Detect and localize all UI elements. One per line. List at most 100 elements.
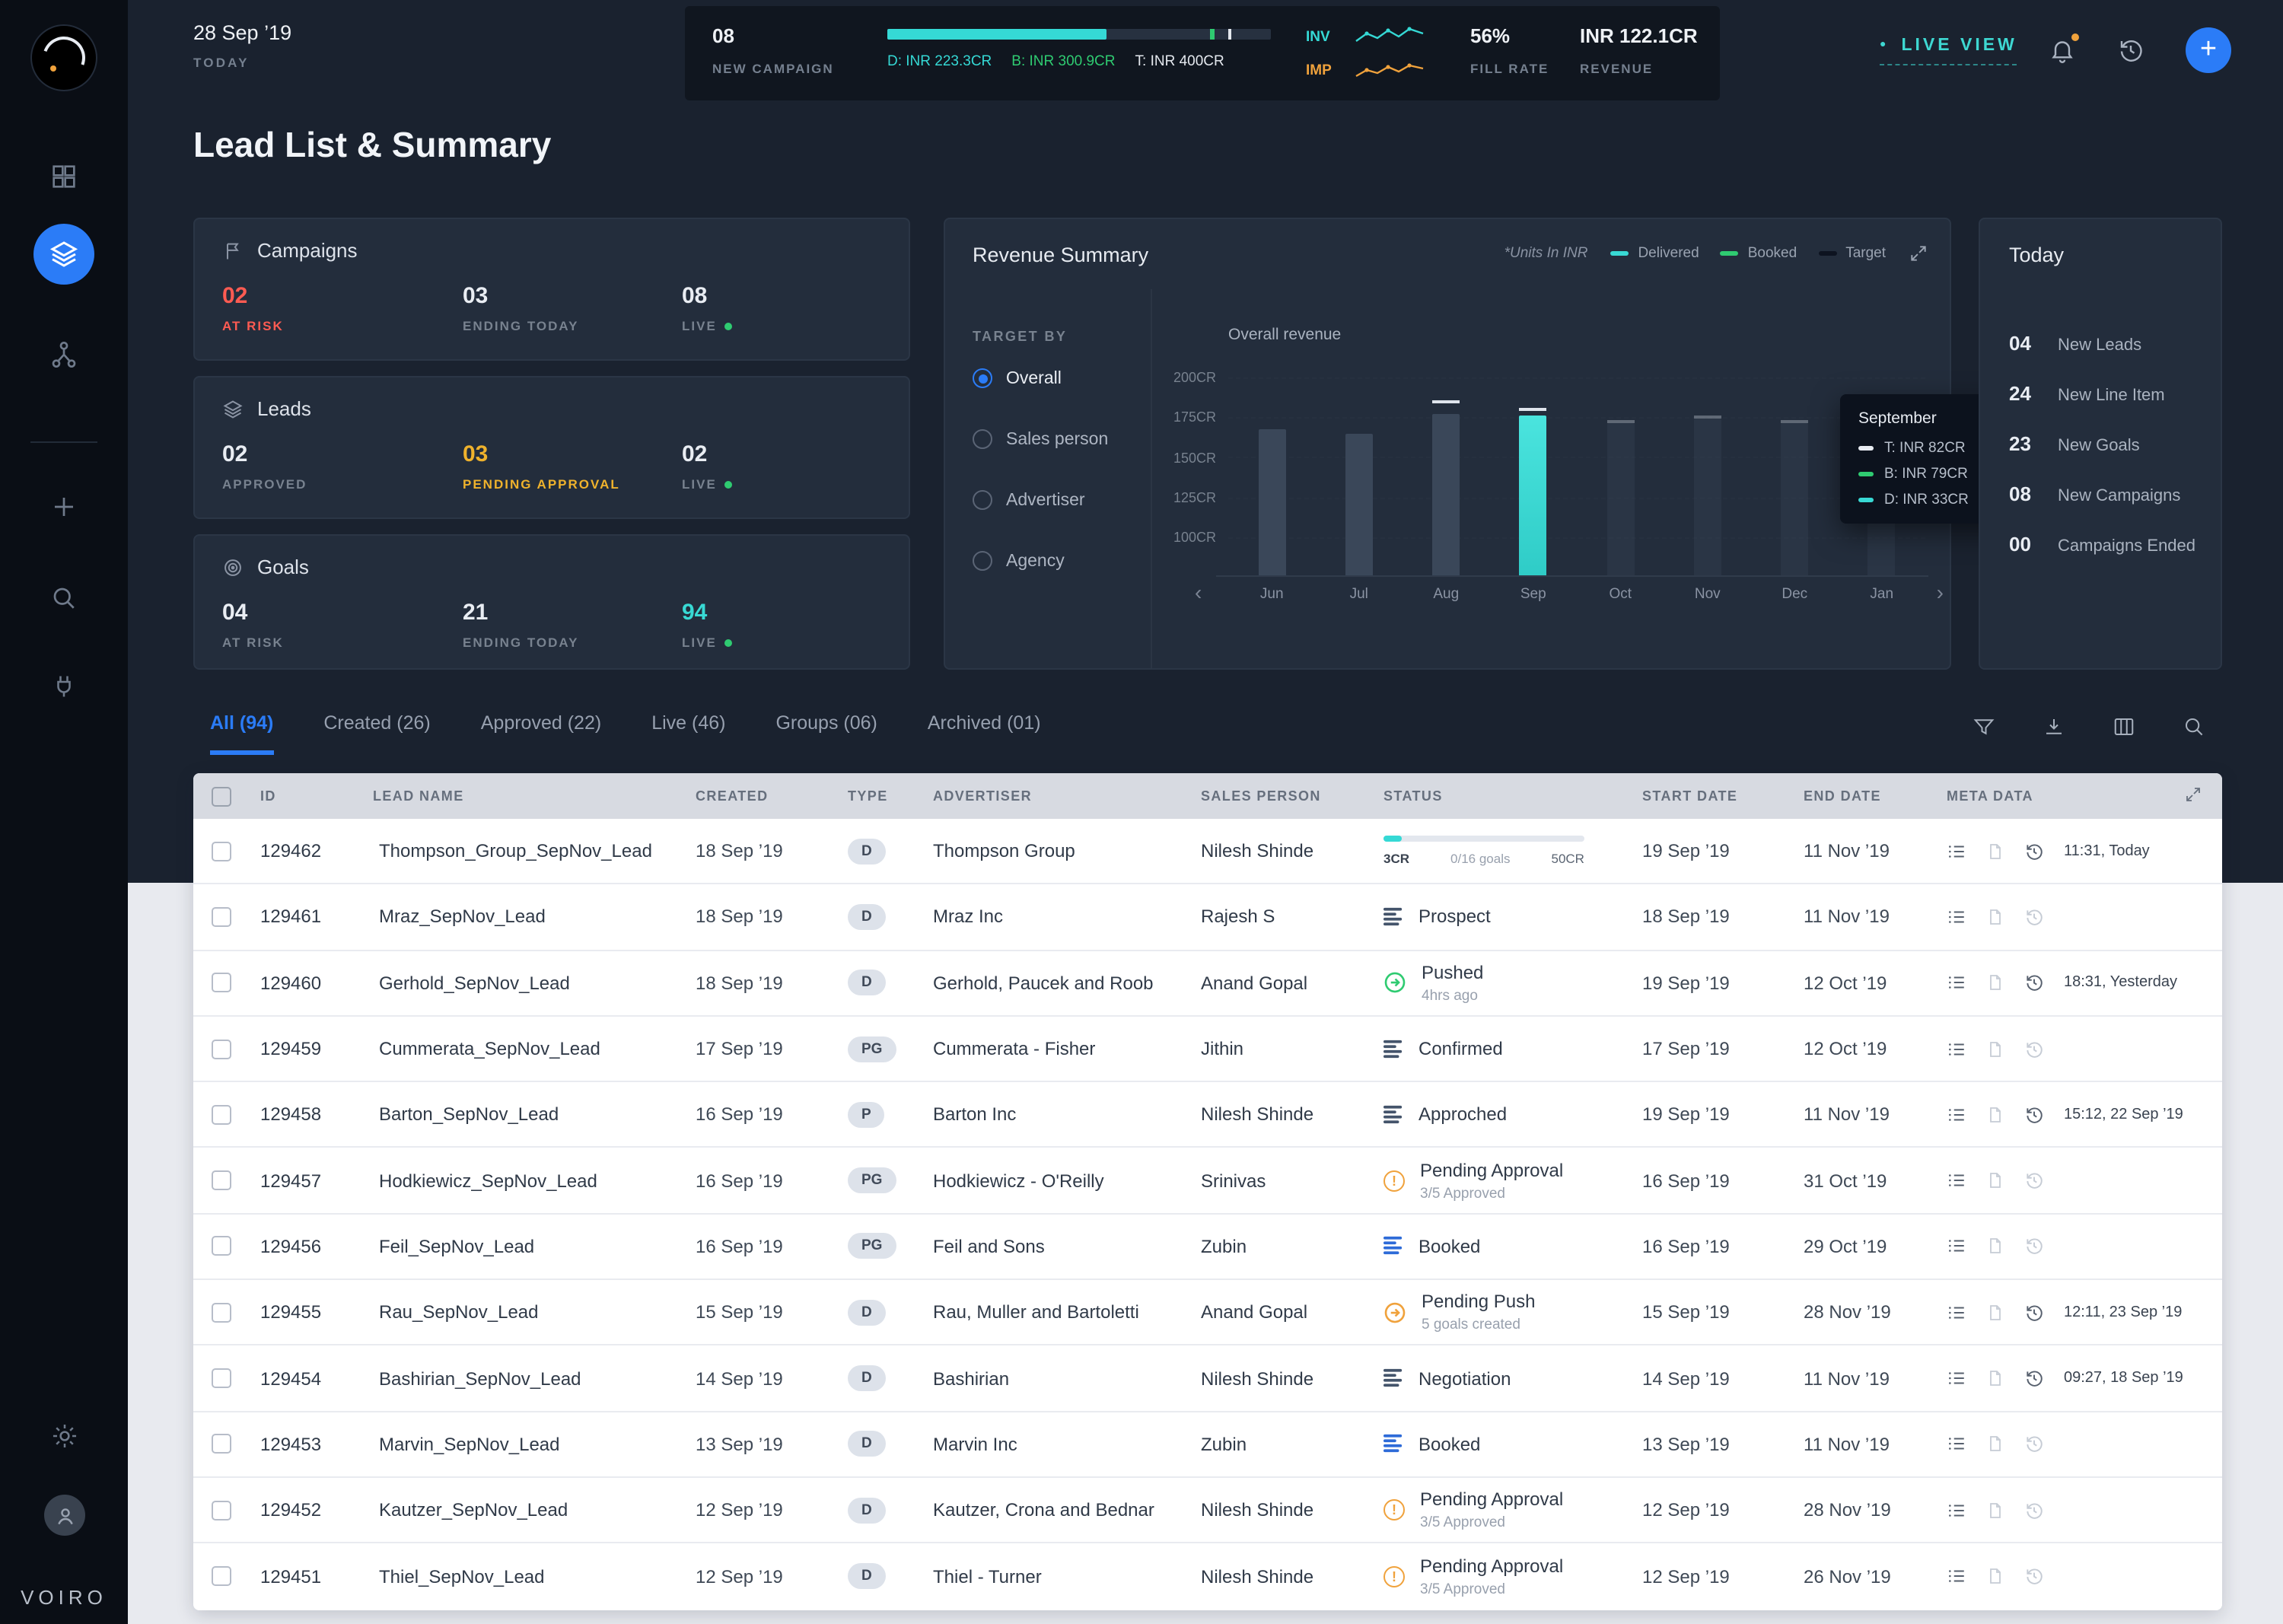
meta-document-icon[interactable] [1986, 1039, 2004, 1059]
chart-bar-column[interactable] [1228, 377, 1316, 575]
lead-name[interactable]: Gerhold_SepNov_Lead [379, 972, 570, 994]
tab[interactable]: Archived (01) [927, 712, 1041, 734]
columns-icon[interactable] [2113, 715, 2135, 738]
search-icon[interactable] [32, 566, 96, 630]
column-header[interactable]: ADVERTISER [933, 788, 1033, 804]
table-row[interactable]: 129461 Mraz_SepNov_Lead 18 Sep ’19 D Mra… [193, 884, 2222, 951]
meta-list-icon[interactable] [1947, 841, 1966, 861]
tab[interactable]: Created (26) [323, 712, 431, 734]
column-header[interactable]: ID [260, 788, 276, 804]
target-by-radio[interactable]: Agency [973, 551, 1108, 571]
meta-history-icon[interactable] [2024, 1237, 2044, 1256]
row-checkbox[interactable] [211, 973, 231, 993]
lead-name[interactable]: Bashirian_SepNov_Lead [379, 1368, 581, 1390]
lead-name[interactable]: Cummerata_SepNov_Lead [379, 1038, 600, 1060]
table-row[interactable]: 129460 Gerhold_SepNov_Lead 18 Sep ’19 D … [193, 951, 2222, 1017]
tab[interactable]: All (94) [210, 712, 274, 755]
target-by-radio[interactable]: Sales person [973, 429, 1108, 449]
row-checkbox[interactable] [211, 1566, 231, 1587]
meta-document-icon[interactable] [1986, 1237, 2004, 1256]
meta-list-icon[interactable] [1947, 1500, 1966, 1520]
table-expand-icon[interactable] [2184, 785, 2202, 804]
today-item[interactable]: 04 New Leads [2009, 332, 2211, 355]
meta-history-icon[interactable] [2024, 1039, 2044, 1059]
today-item[interactable]: 24 New Line Item [2009, 382, 2211, 405]
voiro-logo-icon[interactable] [30, 24, 97, 91]
lead-name[interactable]: Hodkiewicz_SepNov_Lead [379, 1170, 597, 1192]
hierarchy-icon[interactable] [32, 323, 96, 387]
meta-document-icon[interactable] [1986, 1500, 2004, 1520]
column-header[interactable]: TYPE [848, 788, 888, 804]
filter-icon[interactable] [1973, 715, 1995, 738]
meta-document-icon[interactable] [1986, 973, 2004, 992]
table-row[interactable]: 129454 Bashirian_SepNov_Lead 14 Sep ’19 … [193, 1345, 2222, 1412]
lead-name[interactable]: Thompson_Group_SepNov_Lead [379, 840, 652, 862]
meta-list-icon[interactable] [1947, 1039, 1966, 1059]
live-view-button[interactable]: LIVE VIEW [1880, 37, 2017, 65]
plug-icon[interactable] [32, 654, 96, 718]
table-row[interactable]: 129457 Hodkiewicz_SepNov_Lead 16 Sep ’19… [193, 1148, 2222, 1215]
download-icon[interactable] [2043, 715, 2065, 738]
target-by-radio[interactable]: Overall [973, 368, 1108, 388]
chart-prev-chevron[interactable]: ‹ [1195, 580, 1202, 604]
lead-name[interactable]: Rau_SepNov_Lead [379, 1301, 539, 1323]
row-checkbox[interactable] [211, 1236, 231, 1256]
chart-next-chevron[interactable]: › [1936, 580, 1944, 604]
row-checkbox[interactable] [211, 1368, 231, 1389]
meta-document-icon[interactable] [1986, 1368, 2004, 1388]
row-checkbox[interactable] [211, 1104, 231, 1125]
meta-document-icon[interactable] [1986, 1302, 2004, 1322]
dashboard-grid-icon[interactable] [32, 145, 96, 209]
table-row[interactable]: 129459 Cummerata_SepNov_Lead 17 Sep ’19 … [193, 1016, 2222, 1083]
legend-item[interactable]: Delivered [1610, 245, 1699, 262]
settings-gear-icon[interactable] [32, 1403, 96, 1467]
meta-list-icon[interactable] [1947, 1567, 1966, 1587]
meta-history-icon[interactable] [2024, 1567, 2044, 1587]
today-item[interactable]: 23 New Goals [2009, 432, 2211, 455]
table-row[interactable]: 129451 Thiel_SepNov_Lead 12 Sep ’19 D Th… [193, 1543, 2222, 1610]
lead-name[interactable]: Feil_SepNov_Lead [379, 1235, 535, 1257]
lead-name[interactable]: Kautzer_SepNov_Lead [379, 1499, 568, 1521]
meta-history-icon[interactable] [2024, 841, 2044, 861]
chart-bar-column[interactable] [1316, 377, 1403, 575]
sidebar-item-leads-active[interactable] [33, 224, 94, 285]
legend-item[interactable]: Booked [1720, 245, 1797, 262]
lead-name[interactable]: Mraz_SepNov_Lead [379, 906, 546, 928]
history-icon[interactable] [2117, 37, 2144, 64]
meta-list-icon[interactable] [1947, 1368, 1966, 1388]
tab[interactable]: Groups (06) [775, 712, 877, 734]
meta-history-icon[interactable] [2024, 1302, 2044, 1322]
lead-name[interactable]: Thiel_SepNov_Lead [379, 1565, 545, 1587]
table-row[interactable]: 129453 Marvin_SepNov_Lead 13 Sep ’19 D M… [193, 1412, 2222, 1478]
row-checkbox[interactable] [211, 1170, 231, 1191]
column-header[interactable]: END DATE [1804, 788, 1881, 804]
meta-history-icon[interactable] [2024, 1368, 2044, 1388]
chart-bar-column[interactable] [1490, 377, 1578, 575]
lead-name[interactable]: Barton_SepNov_Lead [379, 1103, 559, 1126]
row-checkbox[interactable] [211, 841, 231, 861]
meta-list-icon[interactable] [1947, 973, 1966, 992]
chart-bar-column[interactable] [1664, 377, 1752, 575]
meta-history-icon[interactable] [2024, 1105, 2044, 1125]
meta-list-icon[interactable] [1947, 907, 1966, 927]
meta-document-icon[interactable] [1986, 907, 2004, 927]
user-avatar[interactable] [44, 1495, 85, 1536]
today-item[interactable]: 08 New Campaigns [2009, 482, 2211, 505]
meta-document-icon[interactable] [1986, 1105, 2004, 1125]
row-checkbox[interactable] [211, 906, 231, 927]
meta-list-icon[interactable] [1947, 1237, 1966, 1256]
row-checkbox[interactable] [211, 1039, 231, 1059]
column-header[interactable]: META DATA [1947, 788, 2033, 804]
expand-icon[interactable] [1909, 244, 1928, 263]
today-item[interactable]: 00 Campaigns Ended [2009, 533, 2211, 556]
column-header[interactable]: STATUS [1383, 788, 1443, 804]
table-row[interactable]: 129455 Rau_SepNov_Lead 15 Sep ’19 D Rau,… [193, 1280, 2222, 1346]
tab[interactable]: Live (46) [651, 712, 726, 734]
table-row[interactable]: 129462 Thompson_Group_SepNov_Lead 18 Sep… [193, 819, 2222, 885]
meta-history-icon[interactable] [2024, 1435, 2044, 1454]
lead-name[interactable]: Marvin_SepNov_Lead [379, 1433, 560, 1455]
meta-list-icon[interactable] [1947, 1302, 1966, 1322]
table-row[interactable]: 129452 Kautzer_SepNov_Lead 12 Sep ’19 D … [193, 1477, 2222, 1544]
target-by-radio[interactable]: Advertiser [973, 490, 1108, 510]
create-new-button[interactable]: + [2186, 27, 2231, 73]
